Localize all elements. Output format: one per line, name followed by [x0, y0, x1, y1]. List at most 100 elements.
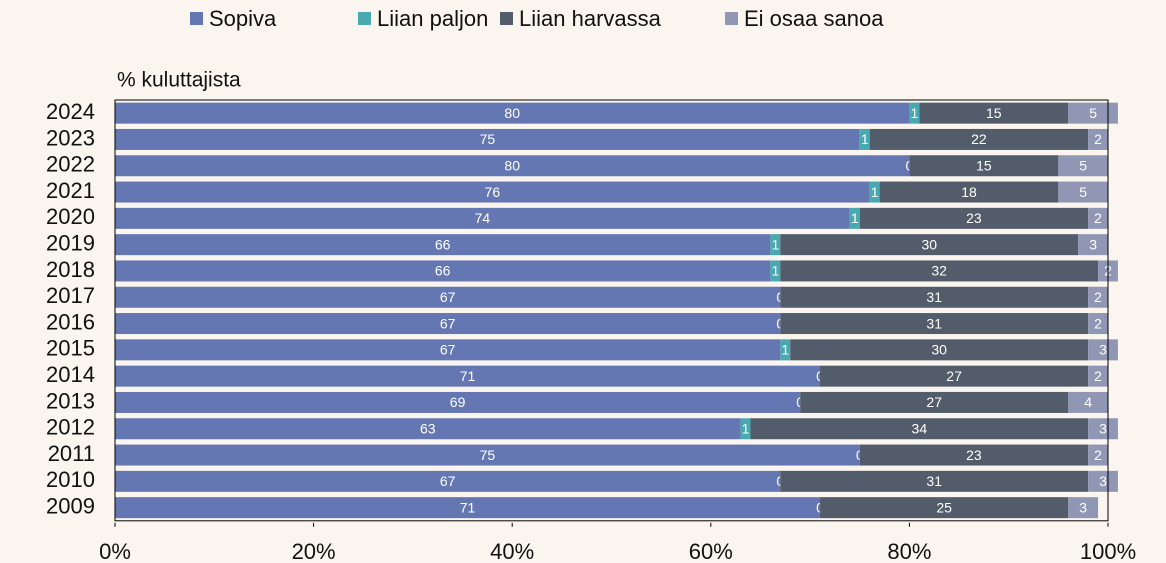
bar-segment — [1088, 286, 1108, 308]
data-label: 34 — [912, 420, 928, 436]
y-tick-label: 2024 — [46, 99, 95, 124]
bar-segment — [780, 313, 1089, 335]
bar-segment — [115, 339, 781, 361]
data-label: 4 — [1084, 394, 1092, 410]
bar-segment — [115, 470, 781, 492]
legend-label: Sopiva — [209, 6, 277, 31]
y-tick-label: 2023 — [46, 125, 95, 150]
bar-segment — [1068, 497, 1099, 519]
bar-segment — [115, 286, 781, 308]
data-label: 2 — [1094, 447, 1102, 463]
bar-segment — [790, 339, 1089, 361]
y-tick-label: 2021 — [46, 178, 95, 203]
bar-segment — [115, 234, 771, 256]
data-label: 27 — [946, 368, 962, 384]
y-tick-label: 2015 — [46, 336, 95, 361]
data-label: 27 — [926, 394, 942, 410]
bar-segment — [1088, 339, 1118, 361]
bar-segment — [1058, 181, 1108, 203]
bar-segment — [115, 260, 771, 282]
data-label: 22 — [971, 131, 987, 147]
data-label: 80 — [504, 105, 520, 121]
data-label: 25 — [936, 499, 952, 515]
bar-segment — [1088, 207, 1108, 229]
y-tick-label: 2018 — [46, 257, 95, 282]
bar-segment — [780, 260, 1099, 282]
data-label: 15 — [976, 157, 992, 173]
data-label: 3 — [1089, 236, 1097, 252]
bar-segment — [115, 365, 821, 387]
bar-segment — [115, 497, 821, 519]
data-label: 69 — [450, 394, 466, 410]
data-label: 63 — [420, 420, 436, 436]
data-label: 2 — [1094, 315, 1102, 331]
data-label: 2 — [1094, 131, 1102, 147]
legend-swatch — [725, 12, 738, 25]
data-label: 31 — [926, 289, 942, 305]
data-label: 23 — [966, 447, 982, 463]
bar-segment — [1068, 391, 1108, 413]
y-tick-label: 2012 — [46, 415, 95, 440]
data-label: 75 — [480, 131, 496, 147]
bar-segment — [800, 391, 1069, 413]
data-label: 1 — [771, 263, 779, 279]
bar-segment — [740, 418, 751, 440]
bar-segment — [115, 444, 860, 466]
data-label: 1 — [742, 420, 750, 436]
data-label: 32 — [931, 263, 947, 279]
bar-segment — [750, 418, 1089, 440]
bar-segment — [780, 286, 1089, 308]
legend-swatch — [358, 12, 371, 25]
bar-segment — [859, 444, 1089, 466]
bar-segment — [770, 234, 781, 256]
x-tick-label: 20% — [292, 539, 336, 563]
y-tick-label: 2010 — [46, 467, 95, 492]
data-label: 71 — [460, 368, 476, 384]
bar-segment — [115, 102, 910, 124]
x-tick-label: 60% — [689, 539, 733, 563]
legend-swatch — [190, 12, 203, 25]
bar-segment — [780, 339, 791, 361]
bar-segment — [770, 260, 781, 282]
legend-label: Ei osaa sanoa — [744, 6, 884, 31]
data-label: 1 — [871, 184, 879, 200]
data-label: 1 — [910, 105, 918, 121]
bar-segment — [1088, 365, 1108, 387]
x-tick-label: 0% — [99, 539, 131, 563]
bar-segment — [115, 181, 870, 203]
data-label: 67 — [440, 315, 456, 331]
y-tick-label: 2019 — [46, 230, 95, 255]
data-label: 67 — [440, 473, 456, 489]
x-tick-label: 100% — [1080, 539, 1136, 563]
data-label: 30 — [921, 236, 937, 252]
bar-segment — [869, 128, 1089, 150]
bar-segment — [919, 102, 1069, 124]
data-label: 71 — [460, 499, 476, 515]
data-label: 1 — [861, 131, 869, 147]
data-label: 31 — [926, 315, 942, 331]
bar-segment — [115, 207, 850, 229]
legend-label: Liian harvassa — [519, 6, 662, 31]
data-label: 5 — [1079, 184, 1087, 200]
bar-segment — [909, 155, 1059, 177]
data-label: 80 — [504, 157, 520, 173]
bar-segment — [1088, 444, 1108, 466]
data-label: 23 — [966, 210, 982, 226]
data-label: 66 — [435, 263, 451, 279]
data-label: 67 — [440, 342, 456, 358]
y-tick-label: 2020 — [46, 204, 95, 229]
y-tick-label: 2017 — [46, 283, 95, 308]
bar-segment — [849, 207, 860, 229]
bar-segment — [115, 128, 860, 150]
data-label: 76 — [485, 184, 501, 200]
data-label: 74 — [475, 210, 491, 226]
bar-segment — [820, 497, 1069, 519]
legend-label: Liian paljon — [377, 6, 488, 31]
data-label: 3 — [1099, 420, 1107, 436]
y-tick-label: 2022 — [46, 152, 95, 177]
data-label: 2 — [1094, 289, 1102, 305]
bar-segment — [1088, 313, 1108, 335]
bar-segment — [820, 365, 1089, 387]
data-label: 5 — [1089, 105, 1097, 121]
